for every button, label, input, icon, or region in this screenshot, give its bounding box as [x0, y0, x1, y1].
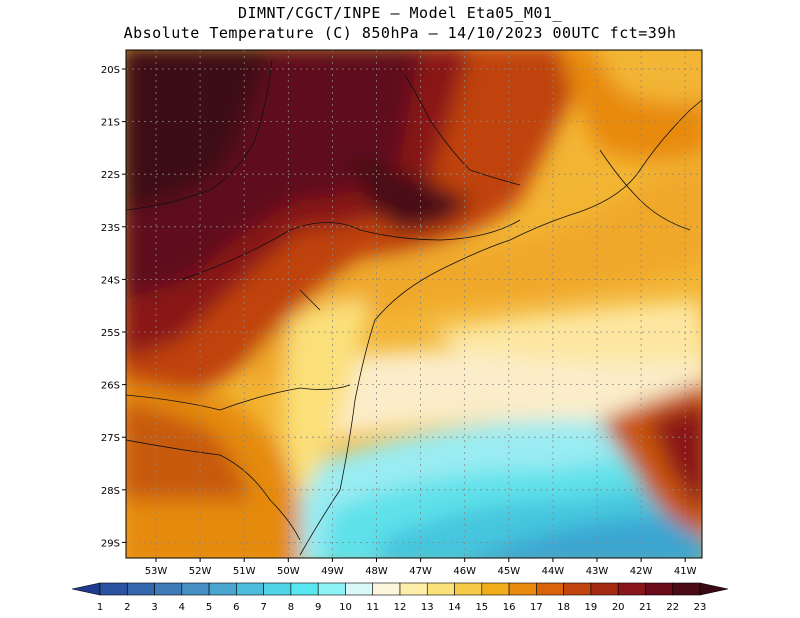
- longitude-label: 42W: [630, 566, 653, 577]
- colorbar-label: 18: [557, 602, 570, 613]
- colorbar-label: 3: [151, 602, 157, 613]
- latitude-label: 21S: [101, 118, 120, 129]
- colorbar-label: 9: [315, 602, 321, 613]
- longitude-label: 48W: [365, 566, 388, 577]
- colorbar-label: 14: [448, 602, 461, 613]
- colorbar-label: 16: [503, 602, 516, 613]
- colorbar-label: 23: [694, 602, 707, 613]
- colorbar-label: 2: [124, 602, 130, 613]
- longitude-label: 52W: [189, 566, 212, 577]
- colorbar-label: 4: [179, 602, 185, 613]
- colorbar-label: 17: [530, 602, 543, 613]
- colorbar-swatch: [426, 582, 455, 596]
- latitude-label: 27S: [101, 433, 120, 444]
- colorbar-label: 1: [97, 602, 103, 613]
- longitude-label: 41W: [674, 566, 697, 577]
- longitude-label: 45W: [497, 566, 520, 577]
- latitude-label: 28S: [101, 486, 120, 497]
- colorbar-swatch: [236, 582, 264, 596]
- longitude-label: 53W: [145, 566, 168, 577]
- colorbar-swatch: [345, 582, 374, 596]
- colorbar-label: 22: [666, 602, 679, 613]
- title-line-1: DIMNT/CGCT/INPE — Model Eta05_M01_: [237, 4, 563, 22]
- longitude-labels: 53W 52W 51W 50W 49W 48W 47W 46W 45W 44W 43W 42W 41W: [145, 558, 697, 577]
- colorbar-swatch: [372, 582, 401, 596]
- colorbar-label: 15: [475, 602, 488, 613]
- colorbar-swatch: [99, 582, 128, 596]
- lat-lon-grid: [126, 50, 702, 558]
- longitude-label: 51W: [233, 566, 256, 577]
- colorbar-label: 12: [394, 602, 407, 613]
- colorbar-max-arrow: [699, 582, 729, 596]
- colorbar-swatch: [672, 582, 701, 596]
- colorbar-swatch: [126, 582, 155, 596]
- latitude-label: 24S: [101, 275, 120, 286]
- colorbar-label: 13: [421, 602, 434, 613]
- colorbar-swatch: [536, 582, 564, 596]
- latitude-label: 23S: [101, 223, 120, 234]
- longitude-label: 44W: [542, 566, 565, 577]
- colorbar-swatch: [154, 582, 183, 596]
- colorbar-min-arrow: [71, 582, 101, 596]
- map-frame: [125, 49, 703, 559]
- colorbar-label: 21: [639, 602, 652, 613]
- colorbar-label: 7: [260, 602, 266, 613]
- latitude-label: 25S: [101, 328, 120, 339]
- latitude-labels: 20S 21S 22S 23S 24S 25S 26S 27S 28S 29S: [101, 65, 126, 549]
- colorbar-swatch: [508, 582, 537, 596]
- colorbar-label: 10: [339, 602, 352, 613]
- longitude-label: 43W: [586, 566, 609, 577]
- longitude-label: 50W: [277, 566, 300, 577]
- colorbar-swatch: [181, 582, 210, 596]
- colorbar-swatch: [590, 582, 619, 596]
- colorbar-swatch: [481, 582, 510, 596]
- latitude-label: 29S: [101, 538, 120, 549]
- temperature-field: [126, 50, 702, 558]
- coastline-and-borders: [126, 59, 702, 556]
- colorbar-swatch: [399, 582, 428, 596]
- longitude-label: 46W: [453, 566, 476, 577]
- colorbar-label: 11: [366, 602, 379, 613]
- colorbar-swatch: [617, 582, 646, 596]
- latitude-label: 20S: [101, 65, 120, 76]
- colorbar-swatch: [290, 582, 319, 596]
- title-line-2: Absolute Temperature (C) 850hPa — 14/10/…: [123, 24, 677, 42]
- latitude-label: 22S: [101, 170, 120, 181]
- colorbar-label: 5: [206, 602, 212, 613]
- colorbar: 1 2 3 4 5 6 7 8 9 10 11 12 13 14 15 16 17 18 19 20 21 22 23: [71, 582, 729, 613]
- colorbar-label: 8: [288, 602, 294, 613]
- colorbar-swatch: [208, 582, 237, 596]
- colorbar-swatch: [317, 582, 346, 596]
- colorbar-swatch: [645, 582, 674, 596]
- colorbar-label: 19: [585, 602, 598, 613]
- colorbar-label: 6: [233, 602, 239, 613]
- longitude-label: 47W: [409, 566, 432, 577]
- colorbar-label: 20: [612, 602, 625, 613]
- longitude-label: 49W: [321, 566, 344, 577]
- latitude-label: 26S: [101, 381, 120, 392]
- colorbar-swatch: [263, 582, 292, 596]
- colorbar-swatch: [454, 582, 483, 596]
- colorbar-swatch: [563, 582, 592, 596]
